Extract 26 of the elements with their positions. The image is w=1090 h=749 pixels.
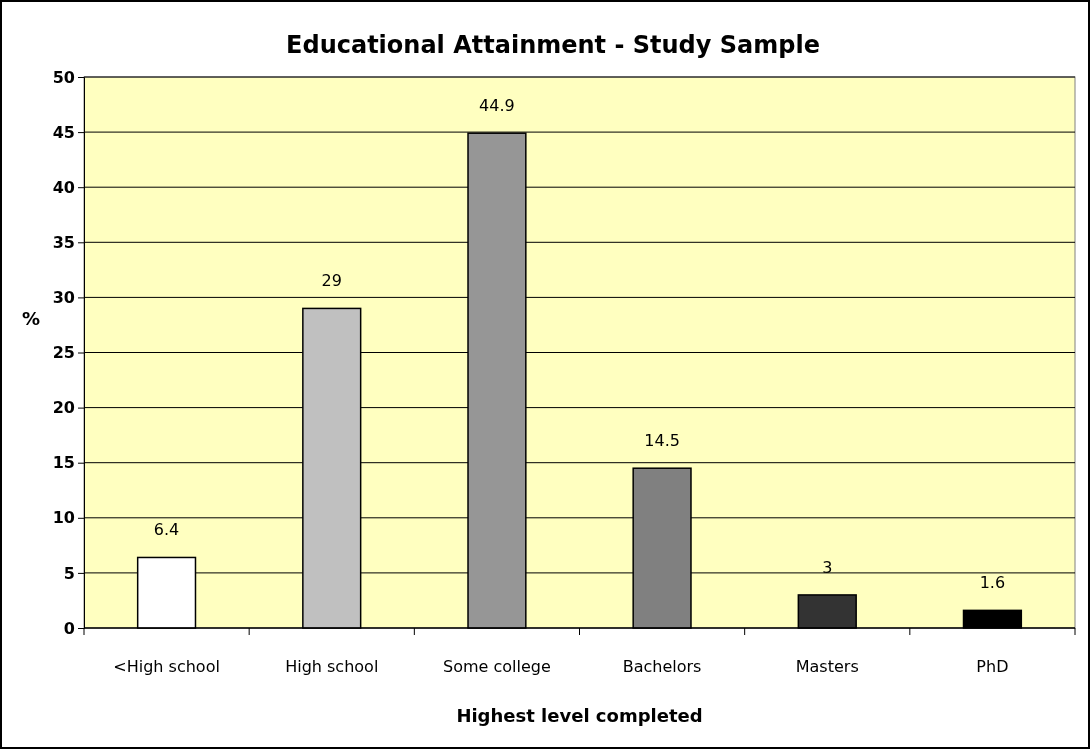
- y-axis-title: %: [21, 308, 41, 329]
- y-tick-label: 50: [52, 67, 75, 87]
- data-label: 3: [822, 557, 833, 577]
- data-label: 44.9: [479, 96, 515, 116]
- x-tick-label: <High school: [113, 657, 220, 676]
- y-tick-label: 45: [52, 122, 75, 142]
- y-tick-label: 25: [52, 343, 75, 363]
- y-tick-label: 0: [63, 618, 75, 638]
- data-label: 6.4: [153, 520, 180, 540]
- x-axis-title: Highest level completed: [456, 705, 703, 726]
- data-label: 29: [321, 271, 342, 291]
- y-tick-label: 35: [52, 232, 75, 252]
- y-tick-label: 30: [52, 288, 75, 308]
- data-label: 1.6: [979, 573, 1006, 593]
- x-tick-label: Masters: [795, 657, 859, 676]
- y-tick-label: 10: [52, 508, 75, 528]
- chart-title: Educational Attainment - Study Sample: [286, 31, 820, 59]
- x-tick-label: Bachelors: [622, 657, 702, 676]
- x-tick-label: Some college: [443, 657, 551, 676]
- y-tick-label: 20: [52, 398, 75, 418]
- y-tick-label: 40: [52, 177, 75, 197]
- y-tick-label: 5: [63, 563, 75, 583]
- x-tick-label: High school: [285, 657, 379, 676]
- y-tick-label: 15: [52, 453, 75, 473]
- x-tick-label: PhD: [976, 657, 1009, 676]
- data-label: 14.5: [644, 431, 680, 451]
